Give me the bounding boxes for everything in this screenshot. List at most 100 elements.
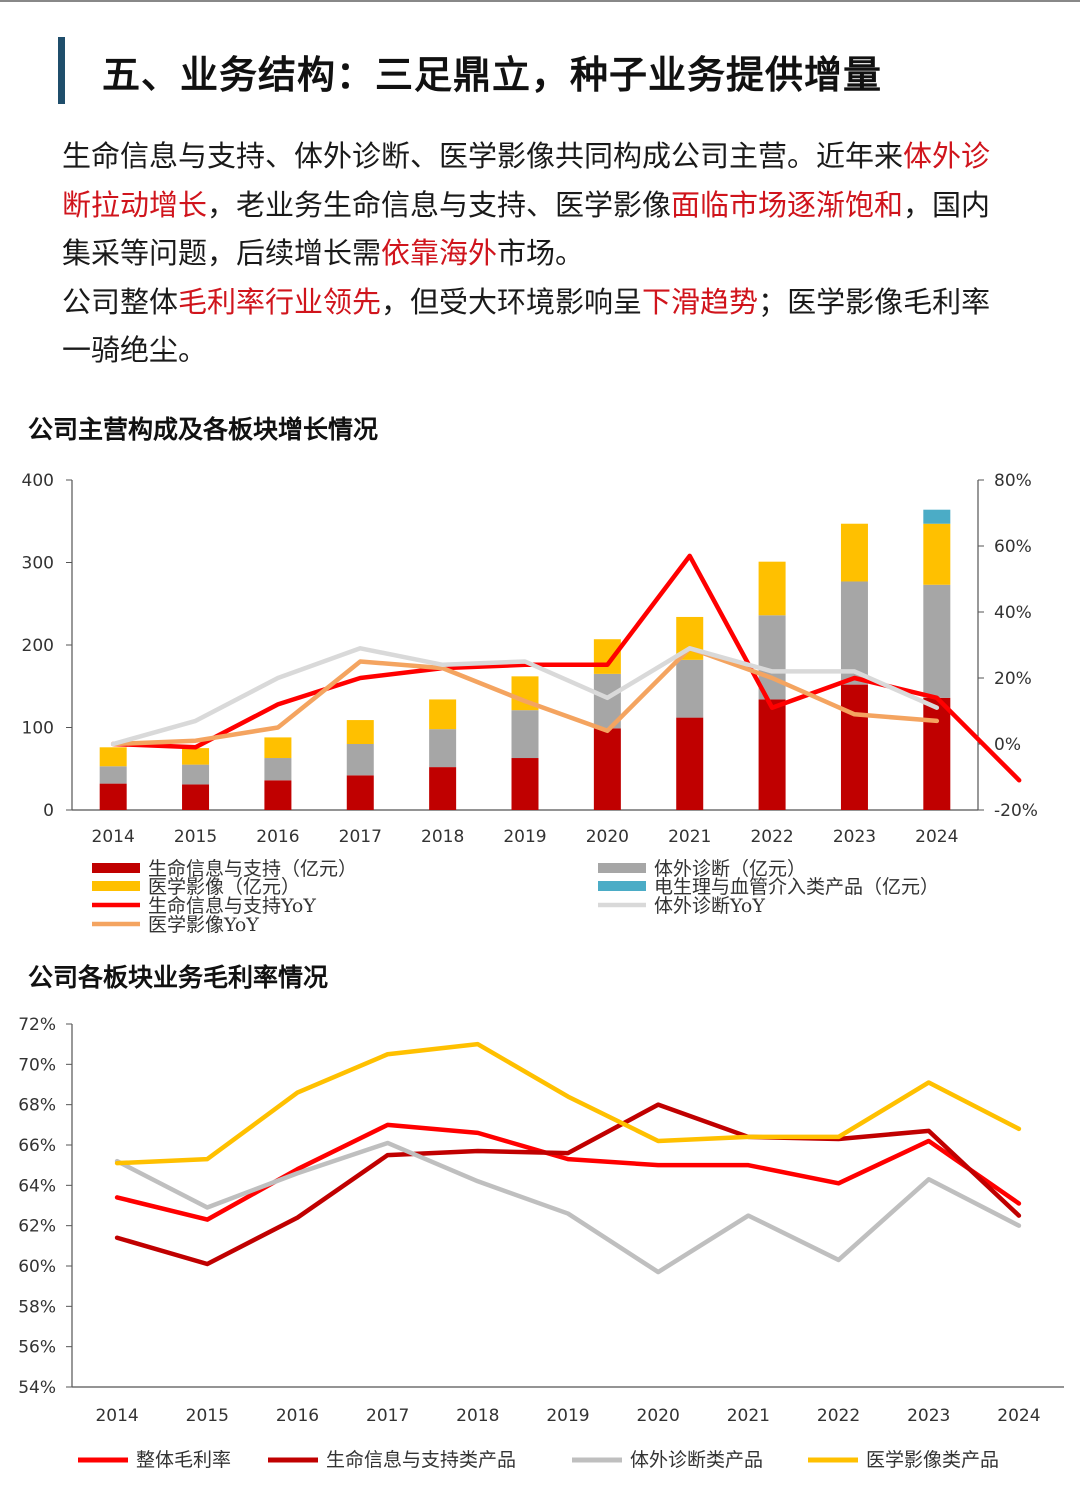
bar-segment: [593, 728, 621, 810]
bar-segment: [923, 697, 951, 810]
legend-label: 医学影像（亿元）: [148, 876, 300, 898]
bar-segment: [346, 720, 374, 744]
bar-segment: [264, 737, 292, 759]
legend-label: 体外诊断（亿元）: [654, 858, 806, 880]
legend-label: 医学影像类产品: [866, 1449, 999, 1471]
x-tick-label: 2014: [95, 1406, 138, 1426]
x-tick-label: 2021: [727, 1406, 770, 1426]
bar-segment: [429, 699, 457, 730]
bar-segment: [182, 784, 210, 810]
gross-margin-chart: 54% 56% 58% 60% 62% 64% 66% 68% 70% 72% 2014 2015 20…: [18, 1015, 1064, 1471]
bar-segment: [840, 581, 868, 685]
x-tick-label: 2020: [637, 1406, 680, 1426]
legend-label: 生命信息与支持类产品: [326, 1449, 516, 1471]
x-tick-label: 2017: [366, 1406, 409, 1426]
y2-tick-label: -20%: [994, 801, 1038, 821]
legend-label: 生命信息与支持（亿元）: [148, 858, 357, 880]
yoy-line: [110, 553, 1022, 783]
y-tick-label: 60%: [18, 1257, 56, 1277]
legend-label: 医学影像YoY: [148, 914, 259, 936]
legend-label: 电生理与血管介入类产品（亿元）: [654, 876, 939, 898]
bar-segment: [840, 684, 868, 810]
bar-segment: [346, 744, 374, 776]
bar-segment: [99, 747, 127, 767]
y-tick-label: 64%: [18, 1176, 56, 1196]
legend-label: 体外诊断YoY: [654, 895, 765, 917]
bar-segment: [511, 710, 539, 759]
title-accent-bar: [58, 37, 65, 104]
y2-tick-label: 0%: [994, 735, 1021, 755]
bar-segment: [758, 561, 786, 616]
highlight-text-1-4: 面临市场逐渐饱和: [671, 187, 904, 222]
intro-paragraph-2: 公司整体毛利率行业领先，但受大环境影响呈下滑趋势；医学影像毛利率一骑绝尘。: [62, 278, 1002, 375]
bar-segment: [429, 729, 457, 768]
y2-tick-label: 40%: [994, 603, 1032, 623]
bar-segment: [264, 758, 292, 781]
y-tick-label: 66%: [18, 1136, 56, 1156]
chart-2-title: 公司各板块业务毛利率情况: [28, 963, 329, 992]
bar-segment: [264, 780, 292, 810]
y2-tick-label: 60%: [994, 537, 1032, 557]
y-tick-label: 0: [43, 801, 54, 821]
legend-swatch: [92, 881, 140, 891]
bar-segment: [182, 764, 210, 785]
intro-text: 生命信息与支持、体外诊断、医学影像共同构成公司主营。近年来体外诊断拉动增长，老业…: [62, 132, 1002, 375]
legend-swatch: [598, 881, 646, 891]
top-divider: [0, 0, 1080, 2]
y-tick-label: 62%: [18, 1217, 56, 1237]
chart-1-title: 公司主营构成及各板块增长情况: [28, 415, 379, 444]
bar-segment: [923, 523, 951, 585]
x-tick-label: 2023: [907, 1406, 950, 1426]
highlight-text-1-2: 体外诊断拉动增长: [62, 139, 991, 222]
margin-line: [114, 1140, 1022, 1275]
highlight-text-2-2: 毛利率行业领先: [178, 284, 382, 319]
margin-line: [114, 1041, 1022, 1166]
y2-tick-label: 20%: [994, 669, 1032, 689]
y-tick-label: 400: [22, 471, 54, 491]
x-tick-label: 2018: [421, 827, 464, 847]
bar-segment: [511, 758, 539, 810]
yoy-line: [110, 646, 940, 747]
x-tick-label: 2020: [586, 827, 629, 847]
bar-segment: [429, 767, 457, 810]
bar-segment: [346, 775, 374, 810]
x-tick-label: 2019: [503, 827, 546, 847]
bar-segment: [676, 659, 704, 718]
y-tick-label: 54%: [18, 1378, 56, 1398]
x-tick-label: 2024: [997, 1406, 1040, 1426]
intro-text-2-3: ，但受大环境影响呈: [381, 284, 643, 319]
x-tick-label: 2022: [817, 1406, 860, 1426]
y-tick-label: 72%: [18, 1015, 56, 1035]
bar-segment: [99, 783, 127, 810]
bar-segment: [182, 748, 210, 765]
legend-label: 生命信息与支持YoY: [148, 895, 316, 917]
revenue-composition-chart: 0 100 200 300 400 -20% 0% 20% 40% 60% 80% 2014 2015 2…: [22, 471, 1038, 936]
intro-text-2-1: 公司整体: [62, 284, 179, 319]
bar-segment: [840, 523, 868, 582]
y-tick-label: 58%: [18, 1297, 56, 1317]
bar-segment: [593, 639, 621, 674]
bar-segment: [99, 766, 127, 784]
x-tick-label: 2022: [750, 827, 793, 847]
page-title: 五、业务结构：三足鼎立，种子业务提供增量: [102, 53, 883, 97]
intro-text-2-5: ；医学影像毛利率一骑绝尘。: [62, 284, 991, 368]
x-tick-label: 2024: [915, 827, 958, 847]
highlight-text-1-6: 依靠海外: [381, 236, 498, 270]
y2-tick-label: 80%: [994, 471, 1032, 491]
legend-swatch: [92, 863, 140, 873]
yoy-line: [110, 646, 940, 747]
bar-segment: [923, 584, 951, 698]
bar-segment: [758, 699, 786, 810]
y-tick-label: 200: [22, 636, 54, 656]
bar-segment: [676, 717, 704, 810]
y-tick-label: 70%: [18, 1055, 56, 1075]
intro-text-1-3: ，老业务生命信息与支持、医学影像: [207, 187, 672, 222]
x-tick-label: 2016: [276, 1406, 319, 1426]
x-tick-label: 2023: [833, 827, 876, 847]
y-tick-label: 68%: [18, 1096, 56, 1116]
y-tick-label: 100: [22, 719, 54, 739]
y-tick-label: 300: [22, 554, 54, 574]
intro-text-1-7: 市场。: [497, 236, 585, 270]
legend-swatch: [598, 863, 646, 873]
bar-segment: [758, 615, 786, 700]
